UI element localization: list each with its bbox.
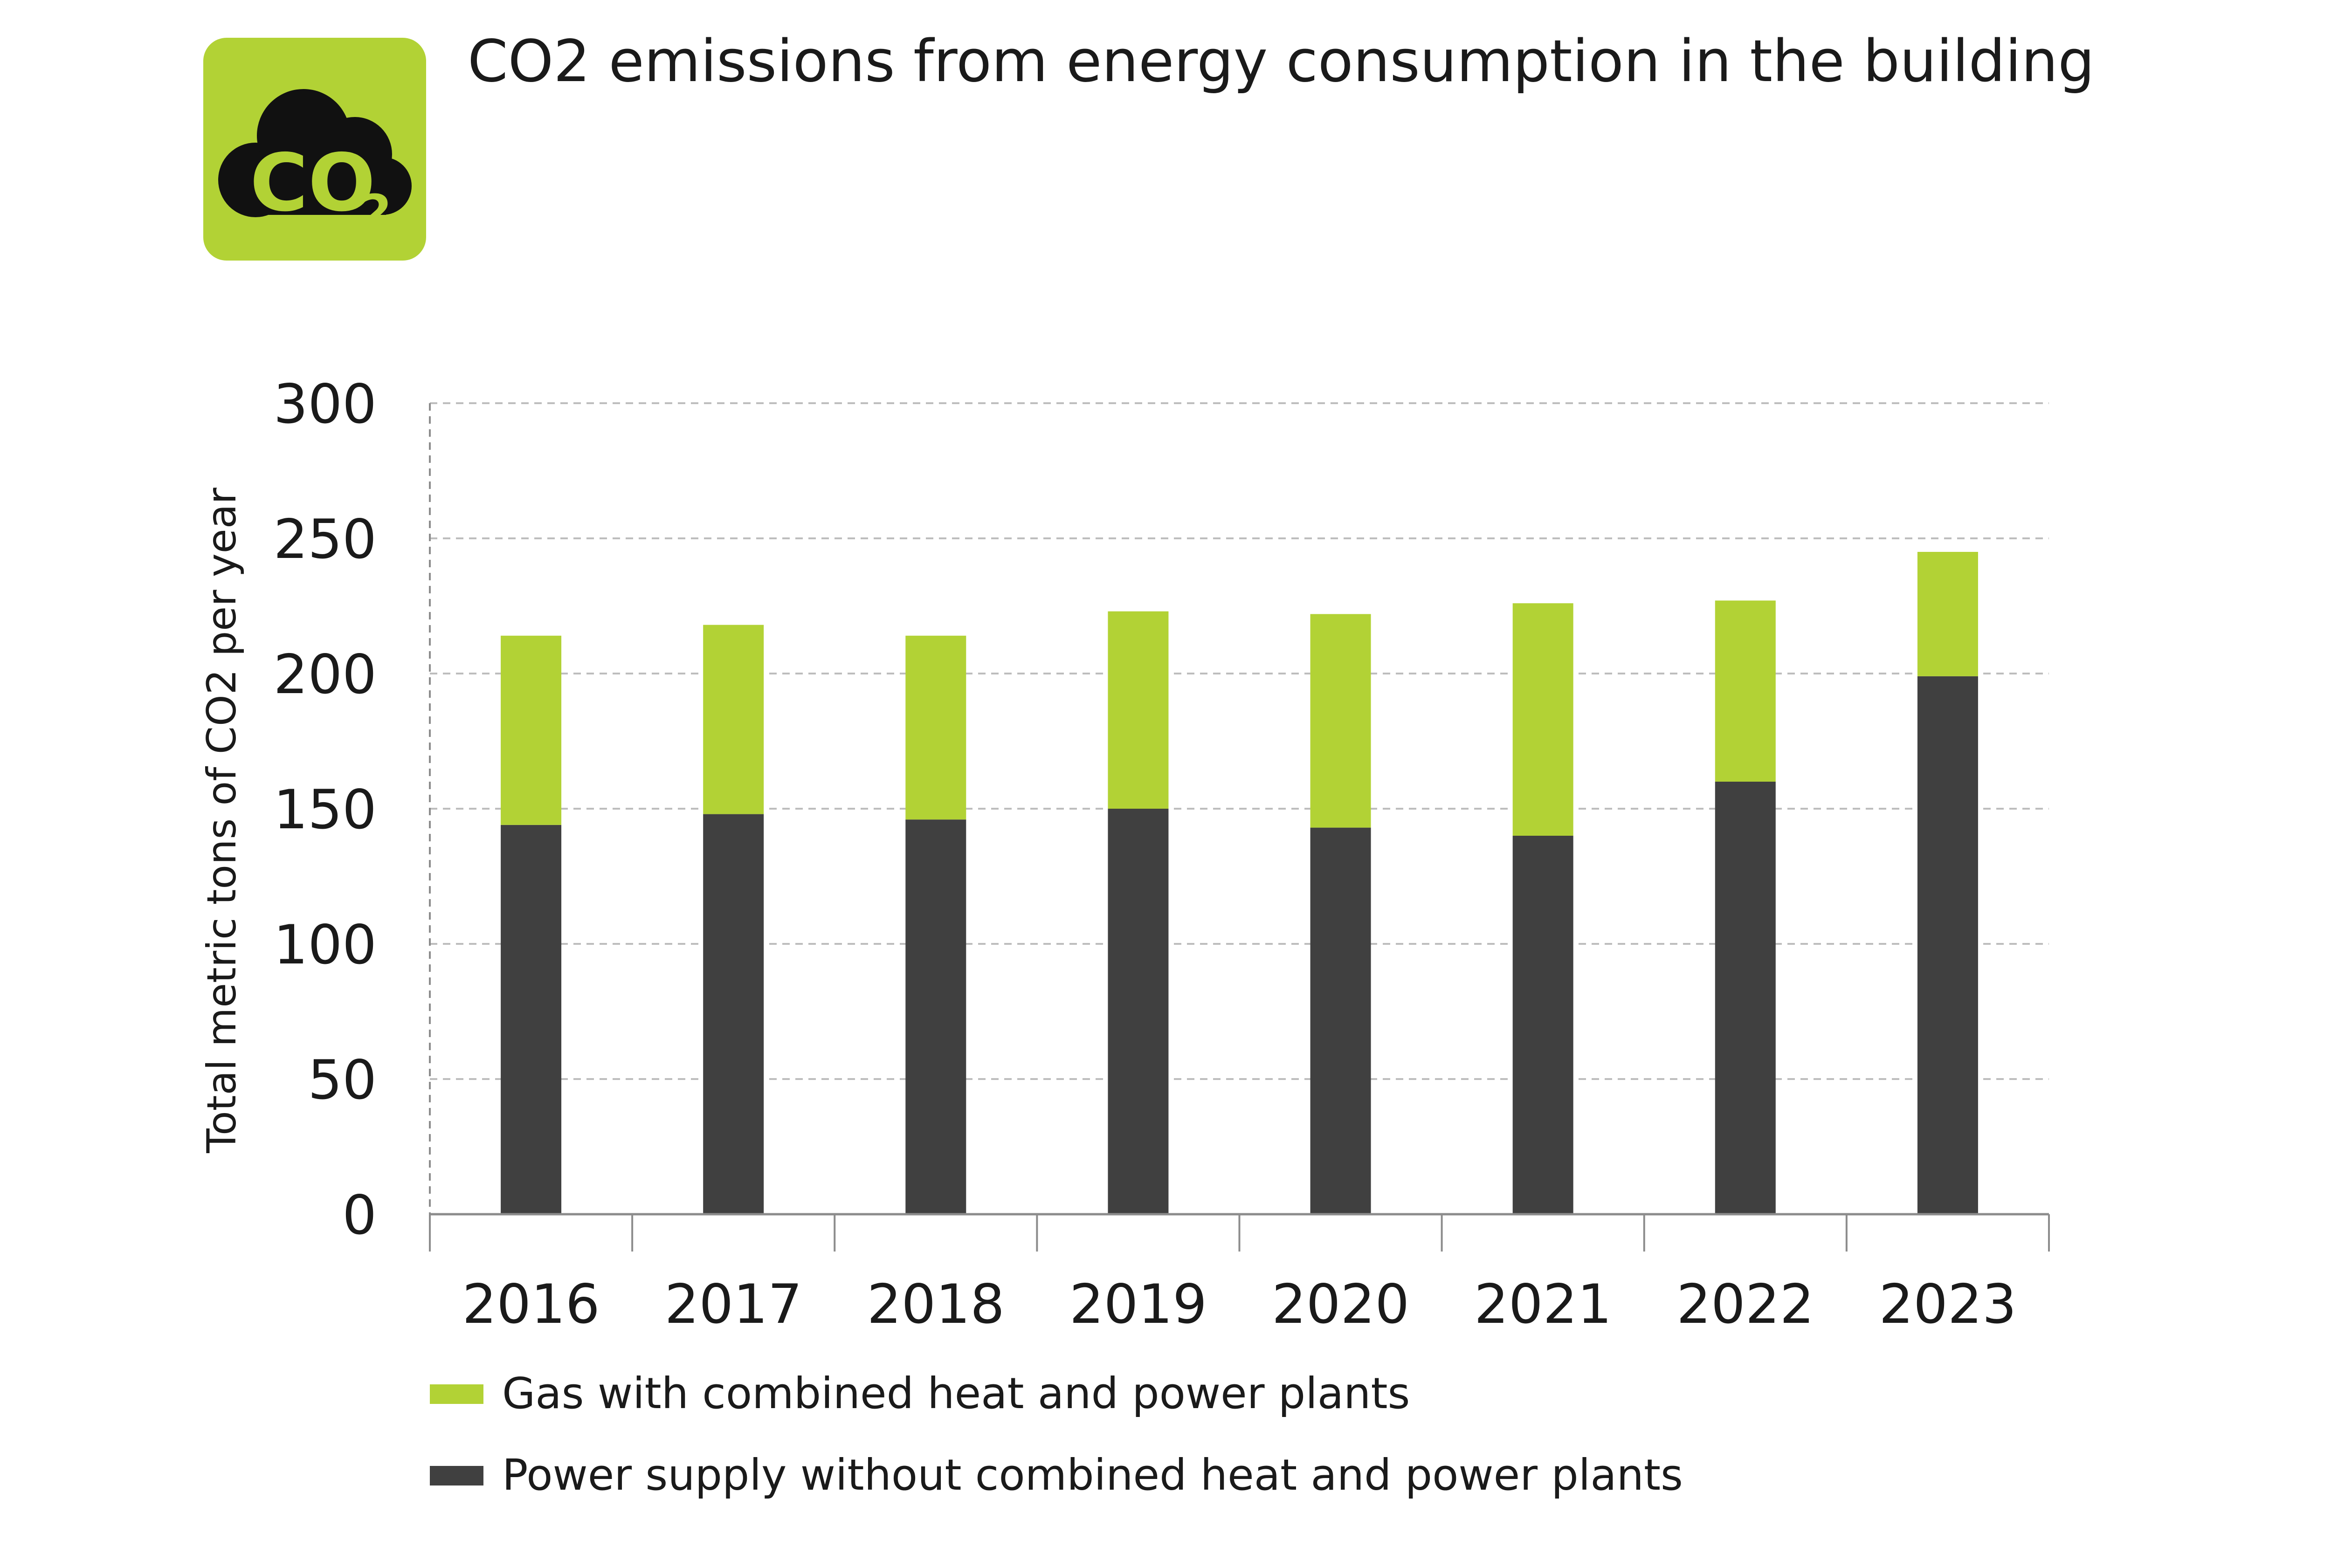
- chart-title: CO2 emissions from energy consumption in…: [468, 28, 2095, 95]
- legend-label-power: Power supply without combined heat and p…: [502, 1450, 1683, 1500]
- bar-power-2019: [1108, 809, 1169, 1214]
- x-tick-label-2021: 2021: [1474, 1273, 1612, 1336]
- bar-power-2016: [501, 825, 562, 1214]
- legend-label-gas: Gas with combined heat and power plants: [502, 1369, 1410, 1418]
- bar-gas-2016: [501, 635, 562, 825]
- tick-labels: 0 50 100 150 200 250 300 2016 2017 2018 2019 2020 20…: [274, 373, 2017, 1336]
- axes: [429, 403, 2050, 1252]
- bar-gas-2019: [1108, 611, 1169, 809]
- bars: [501, 552, 1978, 1214]
- y-tick-label-200: 200: [274, 643, 377, 706]
- legend-swatch-gas: [430, 1384, 483, 1404]
- y-tick-label-50: 50: [308, 1049, 377, 1112]
- x-tick-label-2018: 2018: [867, 1273, 1005, 1336]
- bar-gas-2018: [905, 635, 966, 820]
- bar-power-2023: [1917, 676, 1978, 1214]
- y-tick-label-0: 0: [342, 1184, 377, 1247]
- x-tick-label-2020: 2020: [1272, 1273, 1409, 1336]
- co2-cloud-icon: CO 2: [203, 38, 426, 261]
- logo-co-text: CO: [250, 137, 375, 229]
- cloud-shape: [218, 89, 412, 217]
- x-tick-label-2016: 2016: [462, 1273, 600, 1336]
- y-tick-label-100: 100: [274, 914, 377, 977]
- bar-power-2021: [1512, 836, 1573, 1214]
- bar-power-2022: [1715, 782, 1776, 1214]
- y-axis-title: Total metric tons of CO2 per year: [199, 488, 245, 1154]
- bar-gas-2022: [1715, 600, 1776, 782]
- bar-gas-2017: [703, 625, 764, 814]
- x-tick-label-2023: 2023: [1879, 1273, 2016, 1336]
- logo-subscript-text: 2: [359, 185, 392, 239]
- bar-gas-2023: [1917, 552, 1978, 676]
- bar-gas-2020: [1310, 614, 1371, 828]
- bar-gas-2021: [1512, 603, 1573, 836]
- gridlines: [430, 402, 2049, 1215]
- legend-swatch-power: [430, 1466, 483, 1485]
- y-tick-label-300: 300: [274, 373, 377, 436]
- x-tick-label-2022: 2022: [1676, 1273, 1814, 1336]
- bar-power-2018: [905, 819, 966, 1214]
- y-tick-label-250: 250: [274, 508, 377, 571]
- bar-power-2020: [1310, 827, 1371, 1214]
- x-tick-label-2017: 2017: [665, 1273, 802, 1336]
- bar-power-2017: [703, 814, 764, 1214]
- y-tick-label-150: 150: [274, 778, 377, 841]
- x-tick-label-2019: 2019: [1069, 1273, 1207, 1336]
